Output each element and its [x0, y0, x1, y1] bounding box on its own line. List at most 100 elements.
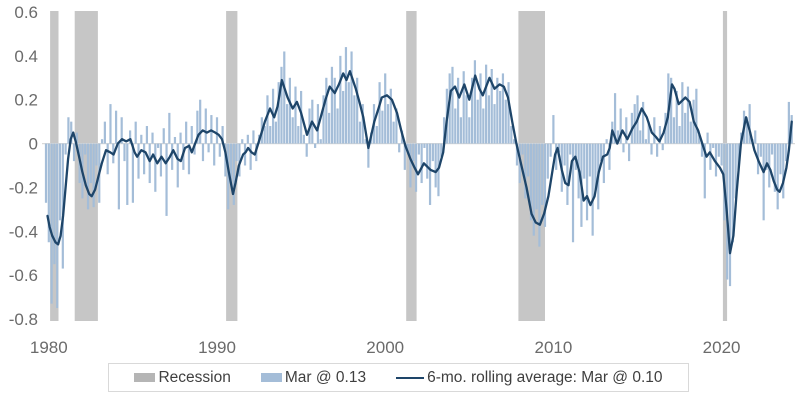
bar: [717, 143, 720, 157]
legend-item-bars: Mar @ 0.13: [260, 369, 366, 387]
y-axis-label: -0.8: [9, 310, 38, 329]
bar: [473, 60, 477, 144]
bar: [176, 143, 179, 188]
bar: [675, 90, 678, 144]
bar: [720, 143, 723, 166]
recession-swatch-icon: [134, 373, 156, 382]
y-axis-label: -0.2: [9, 178, 38, 197]
bar: [269, 126, 272, 144]
bar: [213, 143, 216, 166]
bar: [294, 86, 297, 144]
bar: [672, 117, 676, 144]
bar: [642, 101, 645, 144]
bar: [196, 110, 199, 144]
bar: [496, 77, 499, 144]
bar: [56, 143, 59, 309]
bar: [92, 143, 95, 208]
bar: [588, 143, 591, 177]
bar: [465, 95, 468, 144]
bar: [549, 143, 552, 157]
bar: [173, 136, 177, 144]
bar: [566, 143, 569, 205]
bar: [706, 132, 709, 144]
bar: [412, 143, 415, 162]
bar: [532, 143, 535, 236]
bar: [748, 104, 751, 144]
bar: [734, 143, 737, 199]
bar: [451, 66, 454, 144]
bar: [201, 143, 205, 162]
bar: [490, 69, 493, 144]
bar: [109, 104, 112, 144]
bar: [406, 143, 409, 153]
bar: [347, 82, 350, 144]
bar: [333, 77, 336, 144]
bar: [782, 143, 785, 199]
bar: [72, 143, 76, 162]
bar: [583, 143, 586, 179]
bar: [199, 99, 202, 144]
bar: [367, 143, 370, 168]
bar: [456, 77, 460, 144]
bar: [126, 143, 129, 205]
bar: [543, 143, 547, 227]
bar: [510, 126, 513, 144]
bar: [342, 90, 345, 144]
bar: [745, 117, 748, 144]
bar: [305, 143, 308, 157]
bar: [459, 117, 462, 144]
bar: [350, 51, 353, 144]
bar: [594, 143, 597, 192]
bar: [434, 143, 437, 188]
bar: [171, 143, 174, 170]
y-axis-label: -0.4: [9, 222, 38, 241]
bar: [557, 143, 561, 153]
bar: [84, 143, 87, 155]
bar: [479, 73, 482, 144]
bar: [67, 117, 70, 144]
bar: [535, 143, 538, 210]
bar: [154, 143, 157, 192]
y-axis-label: 0: [29, 135, 38, 154]
y-axis-label: -0.6: [9, 266, 38, 285]
x-axis-label: 2020: [703, 338, 741, 357]
bar: [482, 108, 485, 144]
bar: [689, 121, 692, 144]
bar: [501, 73, 505, 144]
bar: [75, 132, 78, 144]
bar: [426, 143, 429, 179]
bar: [658, 126, 662, 144]
bar: [288, 77, 291, 144]
legend: Recession Mar @ 0.13 6-mo. rolling avera…: [108, 363, 689, 392]
rolling-average-line: [46, 70, 793, 255]
bar: [86, 143, 90, 210]
bar: [386, 104, 390, 144]
bar: [546, 143, 549, 179]
bar: [515, 143, 519, 166]
bar: [274, 121, 277, 144]
bar: [695, 88, 698, 144]
bar: [647, 121, 650, 144]
bar: [684, 112, 687, 144]
bar: [499, 90, 502, 144]
bar: [319, 139, 322, 144]
bar: [277, 82, 280, 144]
bar: [123, 143, 126, 162]
bar: [285, 104, 289, 144]
y-axis-label: 0.4: [14, 47, 38, 66]
bar: [238, 143, 241, 177]
bar: [131, 143, 134, 203]
bar: [731, 143, 734, 243]
bar: [328, 112, 331, 144]
bar: [330, 66, 334, 144]
bar: [538, 143, 541, 247]
bar: [263, 126, 266, 144]
bar: [569, 143, 572, 155]
bar: [187, 143, 191, 175]
bar: [207, 143, 210, 153]
bar: [44, 143, 48, 203]
bar: [137, 143, 140, 179]
bar: [513, 139, 516, 144]
bar: [613, 93, 617, 144]
bar: [521, 143, 524, 155]
